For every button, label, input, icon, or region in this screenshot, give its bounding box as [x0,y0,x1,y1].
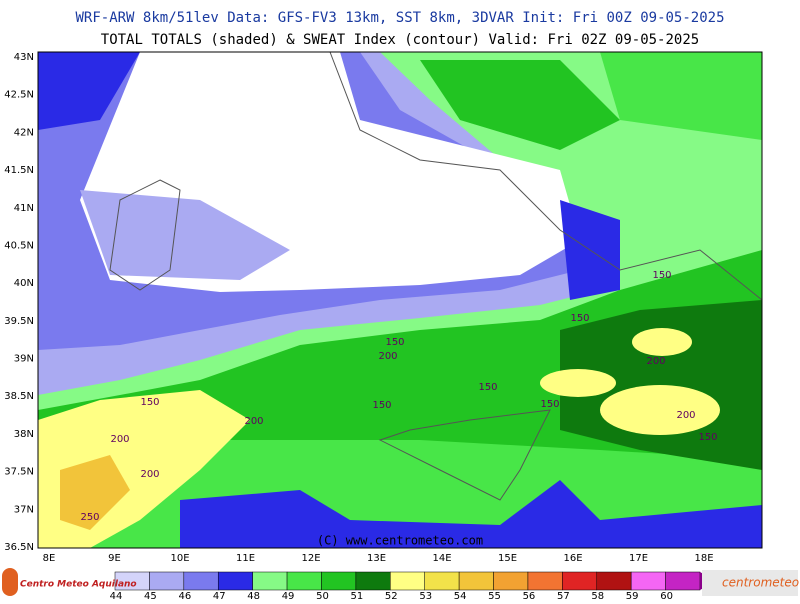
colorbar-label: 48 [247,591,260,600]
logo-right: centrometeo [722,576,799,590]
colorbar-label: 49 [282,591,295,600]
colorbar-swatch [286,571,322,591]
contour-label: 150 [140,397,159,408]
colorbar-label: 59 [626,591,639,600]
colorbar-swatch [183,571,219,591]
contour-label: 150 [478,382,497,393]
lat-label: 36.5N [4,542,34,553]
header-line2: TOTAL TOTALS (shaded) & SWEAT Index (con… [101,32,699,48]
colorbar-label: 58 [591,591,604,600]
logo-left-icon [2,568,18,596]
lon-label: 11E [236,553,255,564]
contour-label: 150 [540,399,559,410]
lon-label: 8E [43,553,56,564]
colorbar-swatch [424,571,460,591]
header-line1: WRF-ARW 8km/51lev Data: GFS-FV3 13km, SS… [75,10,724,26]
colorbar-swatch [630,571,666,591]
colorbar-label: 54 [454,591,467,600]
colorbar-swatch [390,571,425,591]
colorbar-swatch [149,571,185,591]
contour-label: 200 [110,434,129,445]
lat-label: 39N [14,354,34,365]
map-shading [38,52,762,548]
lat-label: 42N [14,127,34,138]
lat-label: 42.5N [4,90,34,101]
colorbar-swatch [321,571,357,591]
lat-label: 38N [14,429,34,440]
contour-label: 150 [372,400,391,411]
contour-label: 150 [385,337,404,348]
colorbar-swatch [527,571,563,591]
lat-label: 37N [14,504,34,515]
lat-label: 38.5N [4,391,34,402]
lat-label: 41.5N [4,165,34,176]
colorbar-swatch [252,571,288,591]
lon-label: 18E [694,553,713,564]
colorbar-swatch [596,571,632,591]
colorbar-label: 55 [488,591,501,600]
colorbar-swatch [458,571,494,591]
lat-label: 40N [14,278,34,289]
colorbar-swatch [562,571,598,591]
colorbar-label: 46 [178,591,191,600]
contour-label: 250 [80,512,99,523]
contour-label: 200 [140,469,159,480]
lon-label: 12E [301,553,320,564]
lon-label: 9E [108,553,121,564]
contour-label: 150 [652,270,671,281]
lon-label: 14E [432,553,451,564]
colorbar-label: 53 [419,591,432,600]
contour-label: 200 [244,416,263,427]
colorbar-label: 52 [385,591,398,600]
lat-label: 41N [14,203,34,214]
contour-label: 200 [676,410,695,421]
colorbar-swatch [217,571,253,591]
lon-label: 13E [367,553,386,564]
colorbar-label: 57 [557,591,570,600]
colorbar-label: 60 [660,591,673,600]
lon-label: 10E [170,553,189,564]
lat-label: 43N [14,52,34,63]
colorbar-label: 44 [110,591,123,600]
lon-label: 16E [563,553,582,564]
contour-label: 150 [698,432,717,443]
lon-label: 15E [498,553,517,564]
lat-label: 37.5N [4,467,34,478]
map-frame [37,51,763,549]
lat-label: 40.5N [4,240,34,251]
copyright: (C) www.centrometeo.com [317,534,483,548]
colorbar-label: 56 [523,591,536,600]
lat-label: 39.5N [4,316,34,327]
contour-label: 200 [646,356,665,367]
colorbar-label: 47 [213,591,226,600]
logo-left: Centro Meteo Aquilano [20,580,137,590]
colorbar-swatch [665,571,701,591]
lon-label: 17E [629,553,648,564]
logo-right-box [702,570,798,596]
colorbar-swatch [493,571,529,591]
contour-label: 200 [378,351,397,362]
colorbar-swatch [355,571,391,591]
colorbar-label: 51 [351,591,364,600]
colorbar-label: 45 [144,591,157,600]
contour-label: 150 [570,313,589,324]
colorbar-label: 50 [316,591,329,600]
